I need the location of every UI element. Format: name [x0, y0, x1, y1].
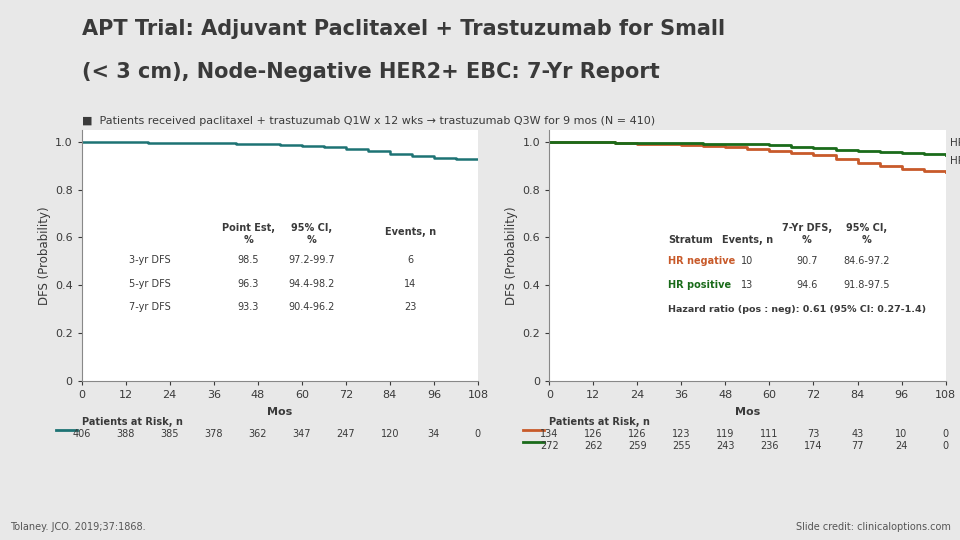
Text: 34: 34 — [428, 429, 440, 440]
Text: 406: 406 — [72, 429, 91, 440]
Text: 134: 134 — [540, 429, 559, 440]
Text: 272: 272 — [540, 441, 559, 451]
Text: 347: 347 — [293, 429, 311, 440]
Text: 378: 378 — [204, 429, 223, 440]
Text: 5-yr DFS: 5-yr DFS — [130, 279, 171, 289]
Text: 94.4-98.2: 94.4-98.2 — [288, 279, 335, 289]
Text: 247: 247 — [337, 429, 355, 440]
Text: 95% CI,: 95% CI, — [291, 224, 332, 233]
Text: Patients at Risk, n: Patients at Risk, n — [549, 417, 650, 427]
Text: 90.7: 90.7 — [796, 256, 818, 266]
Text: 14: 14 — [404, 279, 417, 289]
Text: 255: 255 — [672, 441, 691, 451]
Text: 10: 10 — [896, 429, 908, 440]
Text: 126: 126 — [584, 429, 603, 440]
Text: %: % — [306, 235, 317, 245]
Text: %: % — [802, 235, 812, 245]
Text: 90.4-96.2: 90.4-96.2 — [288, 302, 335, 313]
Text: 6: 6 — [407, 255, 414, 265]
Text: 91.8-97.5: 91.8-97.5 — [843, 280, 890, 290]
Text: Hazard ratio (pos : neg): 0.61 (95% CI: 0.27-1.4): Hazard ratio (pos : neg): 0.61 (95% CI: … — [668, 305, 926, 314]
Text: %: % — [243, 235, 252, 245]
Text: 43: 43 — [852, 429, 864, 440]
Text: HR negative: HR negative — [668, 256, 735, 266]
Text: Events, n: Events, n — [722, 235, 773, 245]
Text: 0: 0 — [943, 429, 948, 440]
Text: 13: 13 — [741, 280, 754, 290]
Text: 77: 77 — [852, 441, 864, 451]
Text: 73: 73 — [807, 429, 820, 440]
Text: Mos: Mos — [734, 407, 760, 417]
Text: Patients at Risk, n: Patients at Risk, n — [82, 417, 182, 427]
Y-axis label: DFS (Probability): DFS (Probability) — [505, 206, 518, 305]
Text: 262: 262 — [584, 441, 603, 451]
Text: Mos: Mos — [267, 407, 293, 417]
Text: 7-Yr DFS,: 7-Yr DFS, — [781, 224, 832, 233]
Text: 388: 388 — [116, 429, 134, 440]
Text: 0: 0 — [475, 429, 481, 440]
Text: 94.6: 94.6 — [796, 280, 818, 290]
Text: 119: 119 — [716, 429, 734, 440]
Text: 385: 385 — [160, 429, 179, 440]
Text: 7-yr DFS: 7-yr DFS — [130, 302, 171, 313]
Text: 362: 362 — [249, 429, 267, 440]
Text: 259: 259 — [628, 441, 647, 451]
Text: 243: 243 — [716, 441, 734, 451]
Text: 23: 23 — [404, 302, 417, 313]
Text: 24: 24 — [896, 441, 908, 451]
Text: 123: 123 — [672, 429, 690, 440]
Text: %: % — [861, 235, 872, 245]
Text: 98.5: 98.5 — [237, 255, 259, 265]
Text: ■  Patients received paclitaxel + trastuzumab Q1W x 12 wks → trastuzumab Q3W for: ■ Patients received paclitaxel + trastuz… — [82, 116, 655, 126]
Text: 96.3: 96.3 — [237, 279, 259, 289]
Text: 95% CI,: 95% CI, — [846, 224, 887, 233]
Text: (< 3 cm), Node-Negative HER2+ EBC: 7-Yr Report: (< 3 cm), Node-Negative HER2+ EBC: 7-Yr … — [82, 62, 660, 82]
Text: Point Est,: Point Est, — [222, 224, 275, 233]
Text: HR negative: HR negative — [949, 156, 960, 166]
Text: 97.2-99.7: 97.2-99.7 — [288, 255, 335, 265]
Text: 111: 111 — [760, 429, 779, 440]
Text: 120: 120 — [380, 429, 399, 440]
Text: 3-yr DFS: 3-yr DFS — [130, 255, 171, 265]
Y-axis label: DFS (Probability): DFS (Probability) — [37, 206, 51, 305]
Text: Slide credit: clinicaloptions.com: Slide credit: clinicaloptions.com — [796, 522, 950, 532]
Text: 174: 174 — [804, 441, 823, 451]
Text: 93.3: 93.3 — [237, 302, 259, 313]
Text: HR positive: HR positive — [949, 138, 960, 149]
Text: Tolaney. JCO. 2019;37:1868.: Tolaney. JCO. 2019;37:1868. — [10, 522, 145, 532]
Text: HR positive: HR positive — [668, 280, 732, 290]
Text: Events, n: Events, n — [385, 227, 436, 237]
Text: 0: 0 — [943, 441, 948, 451]
Text: APT Trial: Adjuvant Paclitaxel + Trastuzumab for Small: APT Trial: Adjuvant Paclitaxel + Trastuz… — [82, 19, 725, 39]
Text: 236: 236 — [760, 441, 779, 451]
Text: 84.6-97.2: 84.6-97.2 — [843, 256, 890, 266]
Text: Stratum: Stratum — [668, 235, 713, 245]
Text: 126: 126 — [628, 429, 647, 440]
Text: 10: 10 — [741, 256, 754, 266]
